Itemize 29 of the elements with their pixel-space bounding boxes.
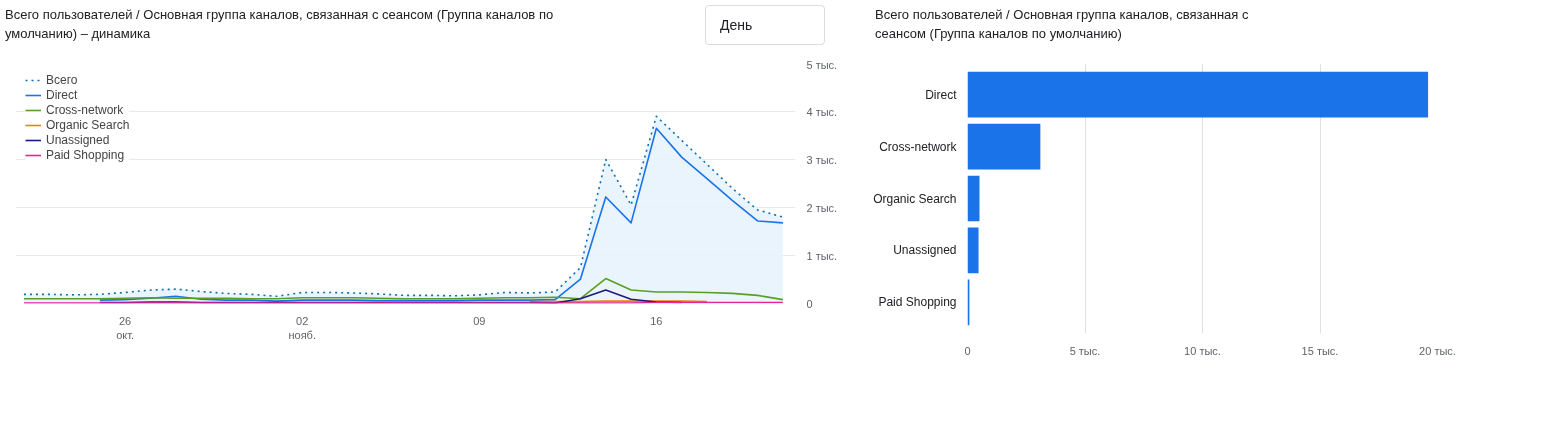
x-tick-label: 09 [473, 314, 486, 327]
y-tick-label: Cross-network [879, 139, 958, 154]
y-tick-label: 1 тыс. [806, 249, 838, 262]
x-tick-label: 5 тыс. [1069, 344, 1101, 357]
y-tick-label: Paid Shopping [878, 295, 957, 310]
y-tick-label: 2 тыс. [806, 201, 838, 214]
text: День [720, 16, 753, 35]
x-tick-label: 26 окт. [116, 314, 135, 341]
x-tick-label: 16 [650, 314, 663, 327]
y-tick-label: Direct [925, 87, 958, 102]
chart-title: Всего пользователей / Основная группа каналов, связанная с сеансом (Группа каналов по умолчанию) [875, 6, 1250, 43]
chart-title: Всего пользователей / Основная группа каналов, связанная с сеансом (Группа каналов по умолчанию) – динамика [5, 6, 555, 43]
x-tick-label: 20 тыс. [1419, 344, 1456, 357]
x-tick-label: 02 нояб. [288, 314, 316, 341]
y-tick-label: 4 тыс. [806, 105, 838, 118]
x-tick-label: 0 [964, 344, 971, 357]
legend-label: Direct [46, 88, 78, 102]
y-tick-label: 3 тыс. [806, 153, 838, 166]
legend-label: Organic Search [46, 118, 130, 132]
legend-label: Всего [46, 73, 78, 87]
y-tick-label: Unassigned [893, 243, 957, 258]
legend-label: Unassigned [46, 133, 110, 147]
y-tick-label: 5 тыс. [806, 58, 838, 71]
x-tick-label: 10 тыс. [1184, 344, 1221, 357]
legend-label: Cross-network [46, 103, 124, 117]
x-tick-label: 15 тыс. [1301, 344, 1339, 357]
y-tick-label: 0 [806, 297, 813, 310]
legend-label: Paid Shopping [46, 148, 125, 162]
y-tick-label: Organic Search [873, 191, 957, 206]
